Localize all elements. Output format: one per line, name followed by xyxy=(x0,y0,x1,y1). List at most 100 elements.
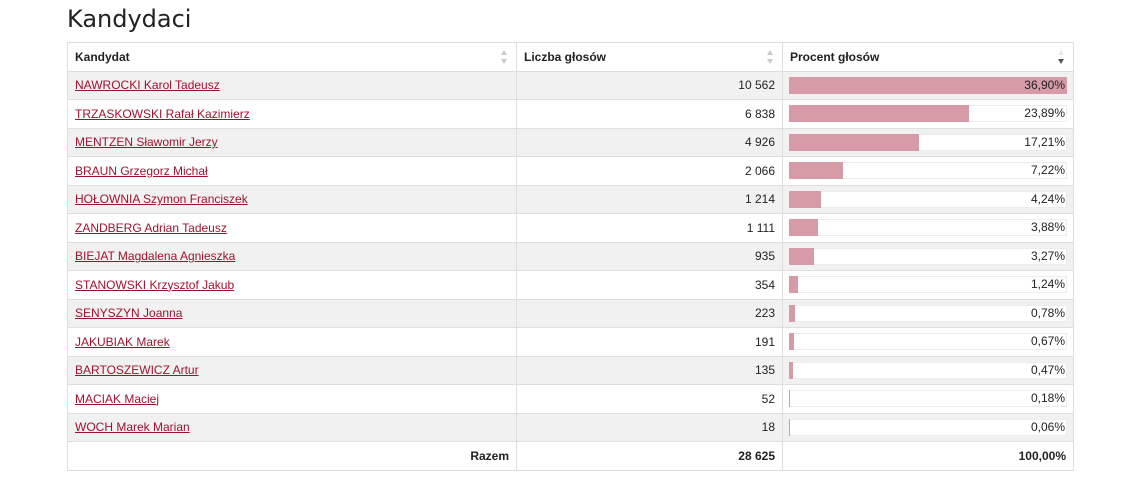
percent-cell: 36,90% xyxy=(782,70,1074,100)
sort-both-icon[interactable] xyxy=(766,49,774,65)
sort-both-icon[interactable] xyxy=(500,49,508,65)
percent-bar-fill xyxy=(789,105,969,123)
percent-cell: 7,22% xyxy=(782,156,1074,186)
candidate-link[interactable]: JAKUBIAK Marek xyxy=(75,334,170,349)
candidate-cell: BRAUN Grzegorz Michał xyxy=(67,156,517,186)
votes-cell: 52 xyxy=(516,384,783,414)
column-header-candidate[interactable]: Kandydat xyxy=(67,42,517,72)
votes-cell: 1 111 xyxy=(516,213,783,243)
column-header-percent-label: Procent głosów xyxy=(790,49,880,64)
percent-label: 0,67% xyxy=(1030,334,1065,349)
candidate-cell: TRZASKOWSKI Rafał Kazimierz xyxy=(67,99,517,129)
sort-descending-icon[interactable] xyxy=(1057,49,1065,65)
percent-bar-track xyxy=(789,418,1067,436)
percent-label: 3,27% xyxy=(1030,248,1065,263)
percent-label: 36,90% xyxy=(1024,77,1065,92)
candidate-link[interactable]: MENTZEN Sławomir Jerzy xyxy=(75,135,218,150)
candidates-table: Kandydat Liczba głosów Procent głosów NA… xyxy=(67,42,1074,471)
table-row: BRAUN Grzegorz Michał 2 066 7,22% xyxy=(67,156,1074,186)
column-header-percent[interactable]: Procent głosów xyxy=(782,42,1074,72)
percent-bar: 3,27% xyxy=(789,247,1067,265)
percent-bar-track xyxy=(789,219,1067,237)
votes-cell: 10 562 xyxy=(516,70,783,100)
candidate-cell: MENTZEN Sławomir Jerzy xyxy=(67,127,517,157)
votes-cell: 191 xyxy=(516,327,783,357)
candidate-cell: STANOWSKI Krzysztof Jakub xyxy=(67,270,517,300)
page-title: Kandydaci xyxy=(67,5,192,33)
percent-bar-track xyxy=(789,247,1067,265)
percent-label: 0,18% xyxy=(1030,391,1065,406)
table-row: STANOWSKI Krzysztof Jakub 354 1,24% xyxy=(67,270,1074,300)
totals-percent: 100,00% xyxy=(782,441,1074,471)
candidate-cell: BIEJAT Magdalena Agnieszka xyxy=(67,241,517,271)
percent-bar: 36,90% xyxy=(789,76,1067,94)
table-row: WOCH Marek Marian 18 0,06% xyxy=(67,412,1074,442)
table-header-row: Kandydat Liczba głosów Procent głosów xyxy=(67,42,1074,72)
percent-bar: 7,22% xyxy=(789,162,1067,180)
percent-bar: 0,78% xyxy=(789,304,1067,322)
percent-bar-track xyxy=(789,390,1067,408)
percent-bar: 0,06% xyxy=(789,418,1067,436)
votes-cell: 4 926 xyxy=(516,127,783,157)
table-row: BIEJAT Magdalena Agnieszka 935 3,27% xyxy=(67,241,1074,271)
candidate-link[interactable]: HOŁOWNIA Szymon Franciszek xyxy=(75,192,248,207)
percent-bar: 4,24% xyxy=(789,190,1067,208)
percent-label: 4,24% xyxy=(1030,191,1065,206)
candidate-link[interactable]: BIEJAT Magdalena Agnieszka xyxy=(75,249,236,264)
percent-cell: 17,21% xyxy=(782,127,1074,157)
percent-label: 7,22% xyxy=(1030,163,1065,178)
percent-bar-track xyxy=(789,190,1067,208)
percent-cell: 0,78% xyxy=(782,298,1074,328)
votes-cell: 2 066 xyxy=(516,156,783,186)
candidate-link[interactable]: TRZASKOWSKI Rafał Kazimierz xyxy=(75,106,250,121)
candidate-link[interactable]: SENYSZYN Joanna xyxy=(75,306,183,321)
percent-bar-track xyxy=(789,361,1067,379)
percent-bar-fill xyxy=(789,133,919,151)
candidate-link[interactable]: NAWROCKI Karol Tadeusz xyxy=(75,78,220,93)
candidate-link[interactable]: STANOWSKI Krzysztof Jakub xyxy=(75,277,235,292)
percent-bar-fill xyxy=(789,247,814,265)
percent-bar: 0,18% xyxy=(789,390,1067,408)
percent-bar-fill xyxy=(789,219,819,237)
percent-bar-track xyxy=(789,304,1067,322)
percent-label: 1,24% xyxy=(1030,277,1065,292)
percent-label: 17,21% xyxy=(1024,134,1065,149)
percent-cell: 0,67% xyxy=(782,327,1074,357)
candidate-link[interactable]: BRAUN Grzegorz Michał xyxy=(75,163,208,178)
votes-cell: 354 xyxy=(516,270,783,300)
candidate-cell: ZANDBERG Adrian Tadeusz xyxy=(67,213,517,243)
candidate-link[interactable]: ZANDBERG Adrian Tadeusz xyxy=(75,220,227,235)
percent-cell: 0,18% xyxy=(782,384,1074,414)
votes-cell: 135 xyxy=(516,355,783,385)
percent-label: 0,06% xyxy=(1030,419,1065,434)
percent-bar-fill xyxy=(789,190,821,208)
column-header-votes-label: Liczba głosów xyxy=(524,49,607,64)
candidate-cell: WOCH Marek Marian xyxy=(67,412,517,442)
column-header-candidate-label: Kandydat xyxy=(75,49,130,64)
percent-bar-fill xyxy=(789,304,795,322)
candidate-cell: NAWROCKI Karol Tadeusz xyxy=(67,70,517,100)
percent-bar: 3,88% xyxy=(789,219,1067,237)
votes-cell: 18 xyxy=(516,412,783,442)
percent-bar: 23,89% xyxy=(789,105,1067,123)
percent-label: 0,78% xyxy=(1030,305,1065,320)
candidate-link[interactable]: BARTOSZEWICZ Artur xyxy=(75,363,199,378)
percent-bar: 0,67% xyxy=(789,333,1067,351)
percent-bar-fill xyxy=(789,333,795,351)
candidate-link[interactable]: WOCH Marek Marian xyxy=(75,420,190,435)
table-row: JAKUBIAK Marek 191 0,67% xyxy=(67,327,1074,357)
candidate-link[interactable]: MACIAK Maciej xyxy=(75,391,160,406)
column-header-votes[interactable]: Liczba głosów xyxy=(516,42,783,72)
percent-cell: 3,27% xyxy=(782,241,1074,271)
table-row: MACIAK Maciej 52 0,18% xyxy=(67,384,1074,414)
candidate-cell: HOŁOWNIA Szymon Franciszek xyxy=(67,184,517,214)
percent-label: 3,88% xyxy=(1030,220,1065,235)
percent-cell: 0,06% xyxy=(782,412,1074,442)
totals-label: Razem xyxy=(67,441,517,471)
table-row: BARTOSZEWICZ Artur 135 0,47% xyxy=(67,355,1074,385)
votes-cell: 6 838 xyxy=(516,99,783,129)
percent-bar-track xyxy=(789,333,1067,351)
votes-cell: 223 xyxy=(516,298,783,328)
percent-bar: 1,24% xyxy=(789,276,1067,294)
candidate-cell: SENYSZYN Joanna xyxy=(67,298,517,328)
